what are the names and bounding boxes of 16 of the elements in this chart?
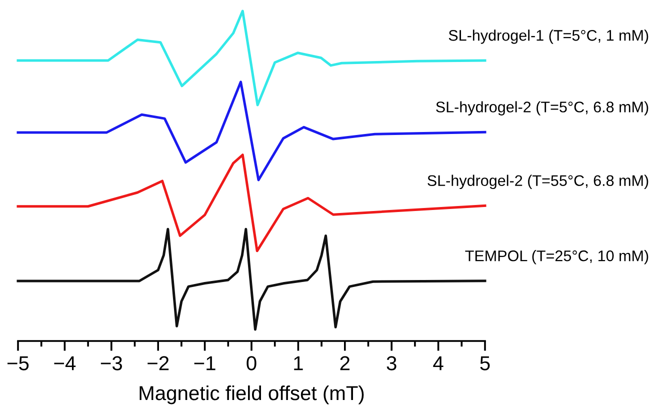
series-label: TEMPOL (T=25°C, 10 mM) [465, 250, 648, 264]
x-tick-label: −2 [148, 356, 169, 370]
x-tick-label: 4 [433, 356, 444, 370]
x-tick-label: 0 [246, 356, 256, 370]
x-tick-label: −5 [8, 356, 29, 370]
x-tick-label: 2 [340, 356, 350, 370]
x-tick-label: 3 [386, 356, 396, 370]
series-label: SL-hydrogel-2 (T=5°C, 6.8 mM) [436, 101, 648, 116]
x-tick-label: 5 [480, 356, 490, 370]
series-label: SL-hydrogel-2 (T=55°C, 6.8 mM) [428, 174, 648, 190]
x-tick-label: −4 [54, 356, 76, 370]
x-tick-label: −3 [100, 356, 122, 370]
x-axis-title: Magnetic field offset (mT) [140, 385, 364, 404]
x-tick-label: −1 [194, 356, 216, 370]
series-label: SL-hydrogel-1 (T=5°C, 1 mM) [448, 30, 648, 44]
x-tick-label: 1 [294, 356, 303, 370]
